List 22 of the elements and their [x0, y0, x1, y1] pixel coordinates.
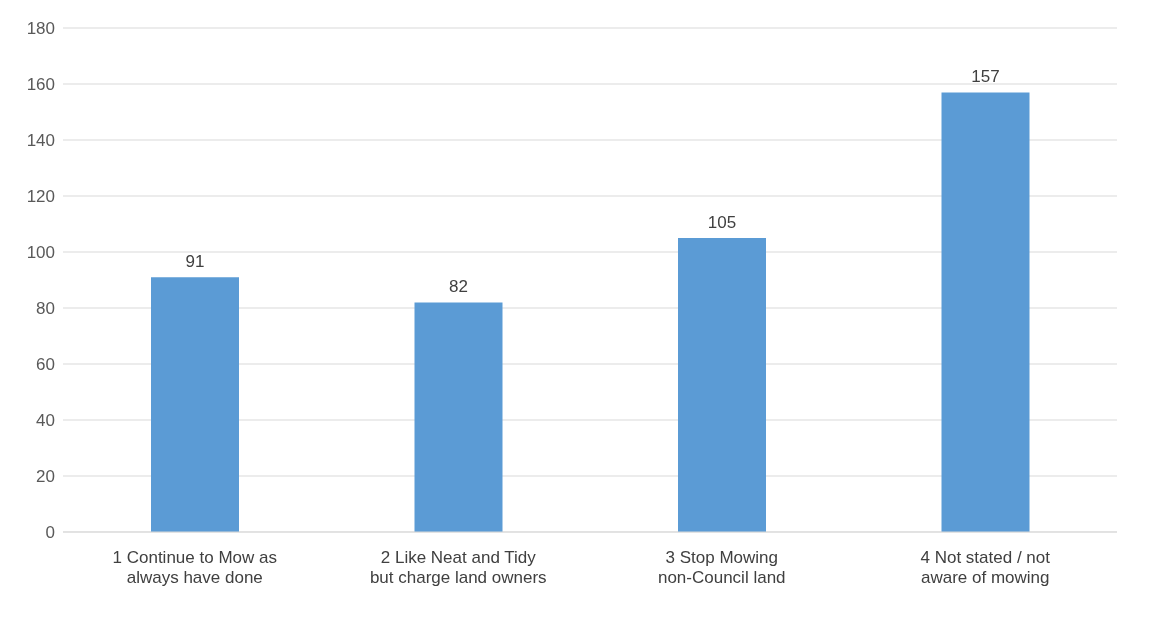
y-tick-label: 160: [26, 75, 55, 95]
y-tick-label: 40: [36, 411, 55, 431]
y-tick-label: 120: [26, 187, 55, 207]
data-label: 105: [707, 213, 737, 232]
x-tick-label: 2 Like Neat and Tidy but charge land owners: [369, 548, 547, 587]
y-tick-label: 80: [36, 299, 55, 319]
data-label: 157: [971, 67, 1000, 87]
y-tick-label: 180: [26, 19, 55, 39]
y-tick-label: 0: [45, 523, 55, 543]
bar: [678, 238, 766, 532]
data-label: 91: [185, 252, 205, 272]
x-tick-label: 1 Continue to Mow as always have done: [112, 548, 277, 587]
x-tick-label: 4 Not stated / not aware of mowing: [920, 548, 1051, 587]
y-tick-label: 100: [26, 243, 55, 263]
y-tick-label: 60: [36, 355, 55, 375]
bar: [414, 302, 503, 532]
y-tick-label: 20: [36, 467, 55, 487]
data-label: 82: [449, 277, 468, 297]
y-tick-label: 140: [26, 131, 55, 151]
bar: [151, 277, 239, 532]
x-tick-label: 3 Stop Mowing non-Council land: [657, 548, 786, 587]
bar: [941, 92, 1030, 532]
